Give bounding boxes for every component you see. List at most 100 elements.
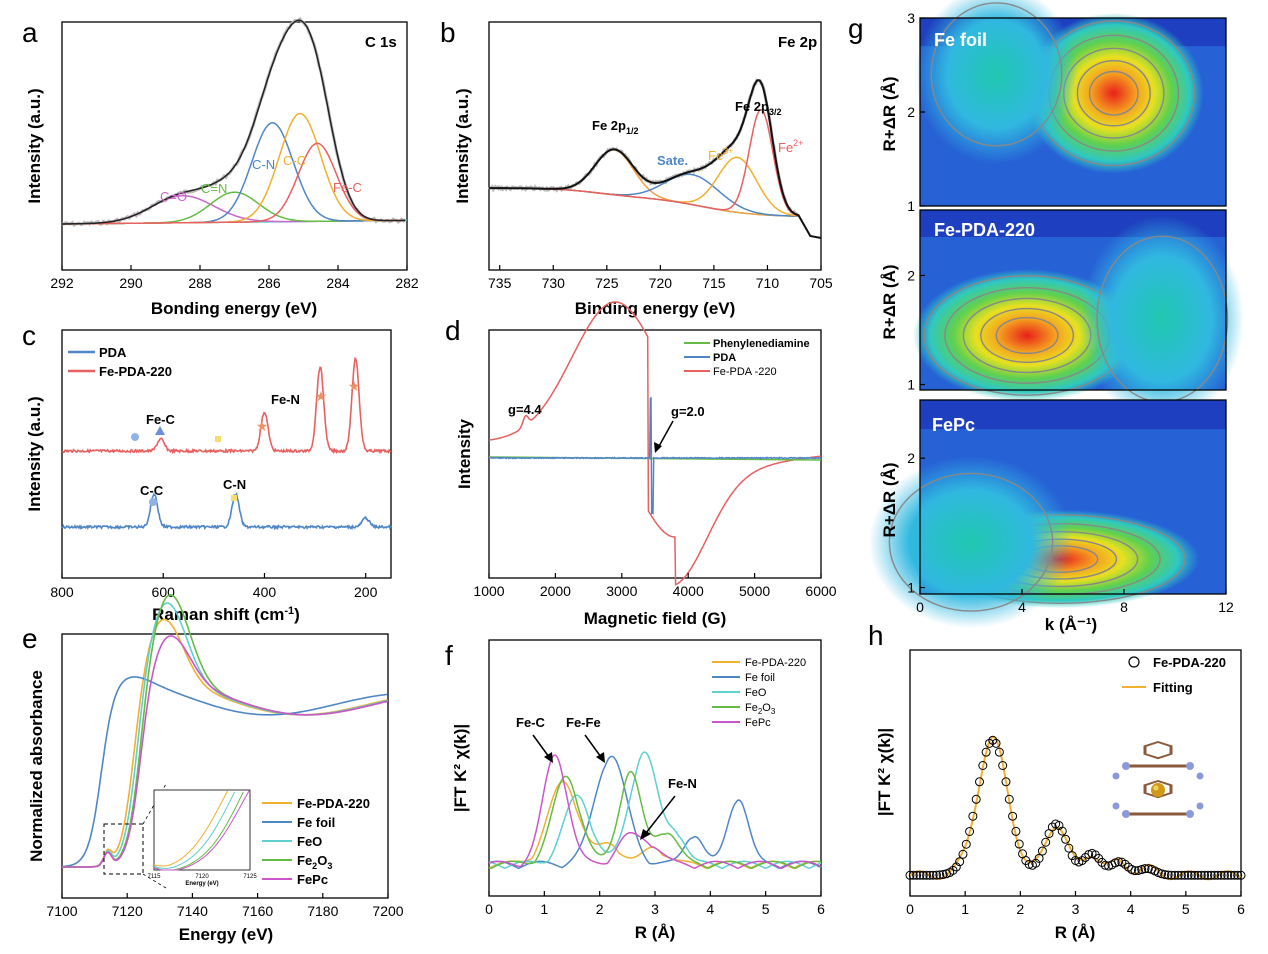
h-data-point <box>1130 866 1140 876</box>
panel-label-h: h <box>868 620 884 651</box>
h-data-point <box>991 738 1001 748</box>
d-xlabel: Magnetic field (G) <box>584 609 727 628</box>
h-data-point <box>961 839 971 849</box>
h-data-point <box>928 870 938 880</box>
d-series-fepda <box>489 301 822 586</box>
e-tick-label: 7200 <box>372 903 403 919</box>
f-label-fen: Fe-N <box>668 776 697 791</box>
h-data-point <box>965 826 975 836</box>
h-data-point <box>1163 870 1173 880</box>
h-data-point <box>1190 870 1200 880</box>
h-data-point <box>1213 870 1223 880</box>
b-label-sate: Sate. <box>657 153 688 168</box>
svg-text:★: ★ <box>256 418 269 434</box>
g-ytick-label: 1 <box>907 580 915 596</box>
c-label-cn: C-N <box>223 477 246 492</box>
chart-f: 0 1 2 3 4 5 6 Fe-PDA-220 Fe foil FeO Fe2O3 FeP… <box>451 639 825 942</box>
f-tick-label: 1 <box>540 901 548 917</box>
a-label-cn: C-N <box>252 157 275 172</box>
g-ytick-label: 2 <box>907 267 915 283</box>
h-data-point <box>984 738 994 748</box>
b-label-fe3: Fe3+ <box>708 146 733 163</box>
h-data-point <box>948 865 958 875</box>
chart-d: 1000 2000 3000 4000 5000 6000 Phenylenediamin… <box>455 301 837 628</box>
f-legend-fepc: FePc <box>745 717 771 729</box>
c-label-fen: Fe-N <box>271 392 300 407</box>
h-data-point <box>1080 852 1090 862</box>
f-label-fec: Fe-C <box>516 715 546 730</box>
h-tick-label: 2 <box>1016 901 1024 917</box>
e-inset-series-0 <box>153 789 229 867</box>
f-series-1 <box>488 755 822 870</box>
a-envelope <box>62 19 406 225</box>
h-data-point <box>1170 870 1180 880</box>
e-legend-fefoil: Fe foil <box>297 815 335 830</box>
h-data-point <box>1173 870 1183 880</box>
b-xlabel: Binding energy (eV) <box>575 299 736 318</box>
d-legend-fepda: Fe-PDA -220 <box>713 366 777 378</box>
h-data-point <box>1008 811 1018 821</box>
g-ytick-label: 2 <box>907 450 915 466</box>
g-tick-label: 12 <box>1218 599 1234 615</box>
g-map-frame <box>919 399 1227 595</box>
g-ylabel-1: R+ΔR (Å) <box>880 76 899 151</box>
h-data-point <box>1176 870 1186 880</box>
g-label-fefoil: Fe foil <box>934 30 987 50</box>
h-data-point <box>935 870 945 880</box>
h-legend-fit: Fitting <box>1153 680 1193 695</box>
e-xlabel: Energy (eV) <box>179 925 273 944</box>
a-tick-label: 288 <box>188 275 212 291</box>
g-blob <box>914 0 1079 164</box>
g-ylabel-3: R+ΔR (Å) <box>880 462 899 537</box>
e-tick-label: 7100 <box>46 903 77 919</box>
h-data-point <box>1160 870 1170 880</box>
a-xlabel: Bonding energy (eV) <box>151 299 317 318</box>
e-inset-tick-1: 7120 <box>195 874 209 880</box>
e-series-4 <box>62 635 388 868</box>
e-series-1 <box>61 676 388 868</box>
h-data-point <box>1183 870 1193 880</box>
f-tick-label: 0 <box>485 901 493 917</box>
h-data-point <box>1077 856 1087 866</box>
f-tick-label: 6 <box>817 901 825 917</box>
b-tick-label: 705 <box>809 275 833 291</box>
g-map-0 <box>914 0 1227 207</box>
c-tick-label: 200 <box>354 584 378 600</box>
f-legend-fepda: Fe-PDA-220 <box>745 657 806 669</box>
h-data-point <box>1216 870 1226 880</box>
h-data-point <box>1236 870 1246 880</box>
h-data-point <box>1001 777 1011 787</box>
d-tick-label: 2000 <box>540 583 571 599</box>
h-data-point <box>1206 870 1216 880</box>
a-ylabel: Intensity (a.u.) <box>25 88 44 203</box>
b-tick-label: 730 <box>542 275 566 291</box>
chart-b: 735 730 725 720 715 710 705 Fe 2p Fe 2p1/2 Fe … <box>453 21 833 318</box>
h-data-point <box>1014 839 1024 849</box>
c-tick-label: 400 <box>253 584 277 600</box>
h-data-point <box>1166 870 1176 880</box>
f-legend-feo: FeO <box>745 687 767 699</box>
h-tick-label: 0 <box>906 901 914 917</box>
f-xlabel: R (Å) <box>635 923 676 942</box>
h-data-point <box>1140 864 1150 874</box>
c-tick-label: 800 <box>50 584 74 600</box>
panel-label-c: c <box>22 320 36 351</box>
h-data-point <box>1004 794 1014 804</box>
b-label-fe2p12: Fe 2p1/2 <box>592 118 638 136</box>
h-data-point <box>925 870 935 880</box>
g-map-frame <box>919 209 1227 391</box>
panel-label-e: e <box>22 623 38 654</box>
h-data-point <box>981 747 991 757</box>
a-label-co: C=O <box>160 189 187 204</box>
h-data-point <box>1157 869 1167 879</box>
g-contour <box>995 316 1059 355</box>
panel-label-b: b <box>440 17 456 48</box>
b-tick-label: 715 <box>702 275 726 291</box>
h-data-point <box>998 761 1008 771</box>
chart-h: 0 1 2 3 4 5 6 Fe-PDA-220 Fitting R (Å) |FT K² … <box>875 649 1246 942</box>
svg-text:★: ★ <box>348 378 361 394</box>
g-ytick-label: 2 <box>907 104 915 120</box>
g-map-2 <box>869 399 1227 629</box>
